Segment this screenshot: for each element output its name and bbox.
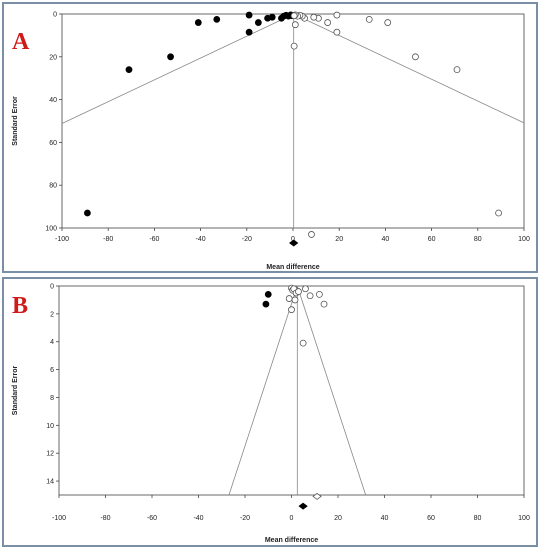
y-tick-label: 14	[46, 479, 54, 486]
y-tick-label: 100	[45, 226, 57, 233]
x-tick-label: 80	[474, 515, 482, 522]
y-tick-label: 2	[50, 311, 54, 318]
x-tick-label: -40	[196, 236, 206, 243]
study-point-filled	[213, 15, 221, 23]
study-point-open	[384, 19, 392, 26]
panel-b: -100 -80 -60 -40 -20 0 20 40 60 80 100 0 2 4 6 8 10 12 14 M…	[2, 277, 538, 547]
x-tick-label: 20	[334, 515, 342, 522]
pooled-estimate-diamond	[289, 239, 299, 247]
x-axis-label: Mean difference	[265, 537, 318, 544]
y-tick-label: 4	[50, 339, 54, 346]
x-tick-label: 40	[382, 236, 390, 243]
study-point-open	[365, 15, 373, 23]
x-tick-label: -100	[55, 236, 69, 243]
x-tick-label: -60	[149, 236, 159, 243]
x-tick-label: -20	[242, 236, 252, 243]
x-tick-label: 60	[427, 515, 435, 522]
y-tick-label: 12	[46, 451, 54, 458]
funnel-left-line	[228, 285, 298, 496]
y-tick-label: 20	[49, 54, 57, 61]
y-axis-label: Standard Error	[12, 96, 19, 146]
x-tick-label: 100	[518, 515, 530, 522]
funnel-plot-b: -100 -80 -60 -40 -20 0 20 40 60 80 100 0 2 4 6 8 10 12 14 M…	[12, 284, 530, 545]
study-point-open	[299, 339, 307, 347]
x-tick-label: 80	[474, 236, 482, 243]
x-tick-label: 60	[428, 236, 436, 243]
study-point-filled	[194, 19, 202, 26]
y-tick-label: 60	[49, 140, 57, 147]
study-point-open	[320, 300, 328, 308]
pooled-estimate-diamond	[298, 502, 308, 510]
x-tick-label: -100	[52, 515, 66, 522]
panel-a: -100 -80 -60 -40 -20 0 20 40 60 80 100 0 20 40 60 80 100…	[2, 2, 538, 273]
y-tick-label: 40	[49, 97, 57, 104]
study-point-open	[333, 11, 341, 19]
x-tick-label: -20	[240, 515, 250, 522]
x-tick-label: 0	[291, 236, 295, 243]
study-point-open	[302, 285, 309, 293]
plot-frame	[58, 285, 525, 496]
study-point-filled	[268, 13, 276, 21]
x-tick-label: -80	[103, 236, 113, 243]
study-point-filled	[167, 53, 174, 61]
y-tick-label: 6	[50, 367, 54, 374]
y-tick-label: 0	[53, 12, 57, 19]
study-point-open	[315, 290, 323, 298]
study-point-filled	[264, 290, 272, 298]
study-point-filled	[245, 28, 253, 36]
study-point-open	[288, 306, 295, 314]
study-point-filled	[245, 11, 253, 19]
study-point-open	[495, 209, 502, 217]
x-tick-label: -80	[100, 515, 110, 522]
study-point-filled	[262, 300, 270, 308]
y-tick-label: 80	[49, 183, 57, 190]
x-tick-label: 40	[381, 515, 389, 522]
funnel-left-line	[61, 13, 294, 124]
panel-label: A	[12, 29, 30, 55]
y-tick-label: 0	[50, 284, 54, 291]
x-tick-label: 0	[290, 515, 294, 522]
study-point-open	[306, 292, 314, 300]
x-tick-label: 20	[335, 236, 343, 243]
study-point-filled	[254, 19, 262, 26]
x-axis-label: Mean difference	[266, 264, 319, 271]
funnel-right-line	[296, 285, 367, 496]
study-point-open	[291, 296, 299, 304]
study-point-open	[291, 21, 299, 29]
study-point-open	[310, 13, 318, 21]
funnel-right-line	[293, 13, 525, 124]
x-tick-label: -60	[147, 515, 157, 522]
study-point-open	[285, 295, 293, 302]
y-tick-label: 8	[50, 395, 54, 402]
panel-label: B	[12, 293, 28, 319]
study-point-open	[453, 66, 461, 74]
imputed-estimate-diamond	[312, 492, 322, 500]
study-point-open	[333, 28, 341, 36]
y-tick-label: 10	[46, 423, 54, 430]
study-point-open	[308, 231, 315, 238]
x-tick-label: -40	[193, 515, 203, 522]
study-point-open	[295, 288, 302, 295]
study-point-open	[324, 19, 332, 26]
study-point-filled	[84, 209, 91, 217]
study-point-open	[290, 12, 298, 20]
study-point-open	[290, 42, 298, 50]
study-point-open	[412, 53, 419, 61]
study-point-filled	[125, 66, 133, 74]
x-tick-label: 100	[518, 236, 530, 243]
y-axis-label: Standard Error	[12, 366, 19, 416]
funnel-plot-a: -100 -80 -60 -40 -20 0 20 40 60 80 100 0 20 40 60 80 100…	[12, 11, 530, 271]
